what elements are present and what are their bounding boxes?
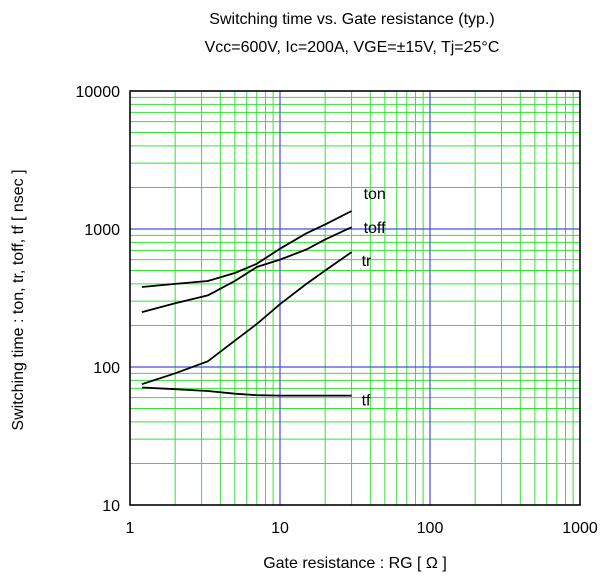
series-line-tf	[141, 386, 352, 397]
plot-frame	[129, 90, 581, 506]
series-line-tr	[141, 251, 353, 386]
series-line-toff	[141, 226, 352, 313]
series-label-tf: tf	[362, 393, 371, 410]
series-label-toff: toff	[364, 220, 387, 237]
series-lines	[141, 210, 353, 397]
y-tick-label: 10	[102, 498, 120, 515]
chart-title: Switching time vs. Gate resistance (typ.…	[209, 11, 494, 28]
y-tick-label: 100	[93, 360, 120, 377]
y-tick-label: 10000	[76, 84, 121, 101]
x-tick-label: 100	[417, 520, 444, 537]
series-label-tr: tr	[362, 253, 372, 270]
x-tick-label: 10	[271, 520, 289, 537]
series-label-ton: ton	[364, 186, 386, 203]
x-axis-label: Gate resistance : RG [ Ω ]	[263, 555, 447, 572]
x-tick-label: 1	[126, 520, 135, 537]
chart-subtitle: Vcc=600V, Ic=200A, VGE=±15V, Tj=25°C	[205, 39, 500, 56]
minor-grid	[130, 91, 580, 505]
y-tick-label: 1000	[84, 222, 120, 239]
series-line-ton	[141, 210, 353, 288]
series-labels: ton toff tr tf	[362, 186, 387, 410]
y-axis-label: Switching time : ton, tr, toff, tf [ nse…	[10, 169, 27, 430]
tick-labels: 1 10 100 1000 10 100 1000 10000	[76, 84, 598, 537]
x-tick-label: 1000	[562, 520, 598, 537]
